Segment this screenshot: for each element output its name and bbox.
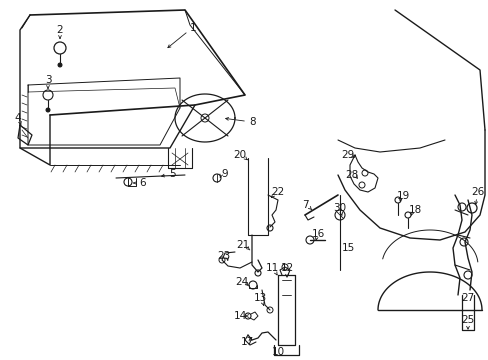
Text: 9: 9 bbox=[221, 169, 228, 179]
Text: 21: 21 bbox=[236, 240, 249, 250]
Text: 22: 22 bbox=[271, 187, 284, 197]
Text: 14: 14 bbox=[233, 311, 246, 321]
Text: 8: 8 bbox=[249, 117, 256, 127]
Text: 3: 3 bbox=[44, 75, 51, 85]
Text: 27: 27 bbox=[461, 293, 474, 303]
Text: 6: 6 bbox=[140, 178, 146, 188]
Text: 19: 19 bbox=[396, 191, 409, 201]
Text: 17: 17 bbox=[240, 337, 253, 347]
Text: 13: 13 bbox=[253, 293, 266, 303]
Text: 20: 20 bbox=[233, 150, 246, 160]
Text: 25: 25 bbox=[461, 315, 474, 325]
Text: 10: 10 bbox=[271, 347, 284, 357]
Text: 15: 15 bbox=[341, 243, 354, 253]
Text: 12: 12 bbox=[280, 263, 293, 273]
Text: 16: 16 bbox=[311, 229, 324, 239]
Text: 26: 26 bbox=[470, 187, 484, 197]
Text: 29: 29 bbox=[341, 150, 354, 160]
Text: 5: 5 bbox=[169, 169, 176, 179]
Text: 4: 4 bbox=[15, 113, 21, 123]
Text: 11: 11 bbox=[265, 263, 278, 273]
Text: 1: 1 bbox=[189, 23, 196, 33]
Text: 18: 18 bbox=[407, 205, 421, 215]
Text: 28: 28 bbox=[345, 170, 358, 180]
Circle shape bbox=[46, 108, 50, 112]
Circle shape bbox=[58, 63, 62, 67]
Text: 24: 24 bbox=[235, 277, 248, 287]
Text: 30: 30 bbox=[333, 203, 346, 213]
Text: 7: 7 bbox=[301, 200, 307, 210]
Text: 23: 23 bbox=[217, 251, 230, 261]
Text: 2: 2 bbox=[57, 25, 63, 35]
